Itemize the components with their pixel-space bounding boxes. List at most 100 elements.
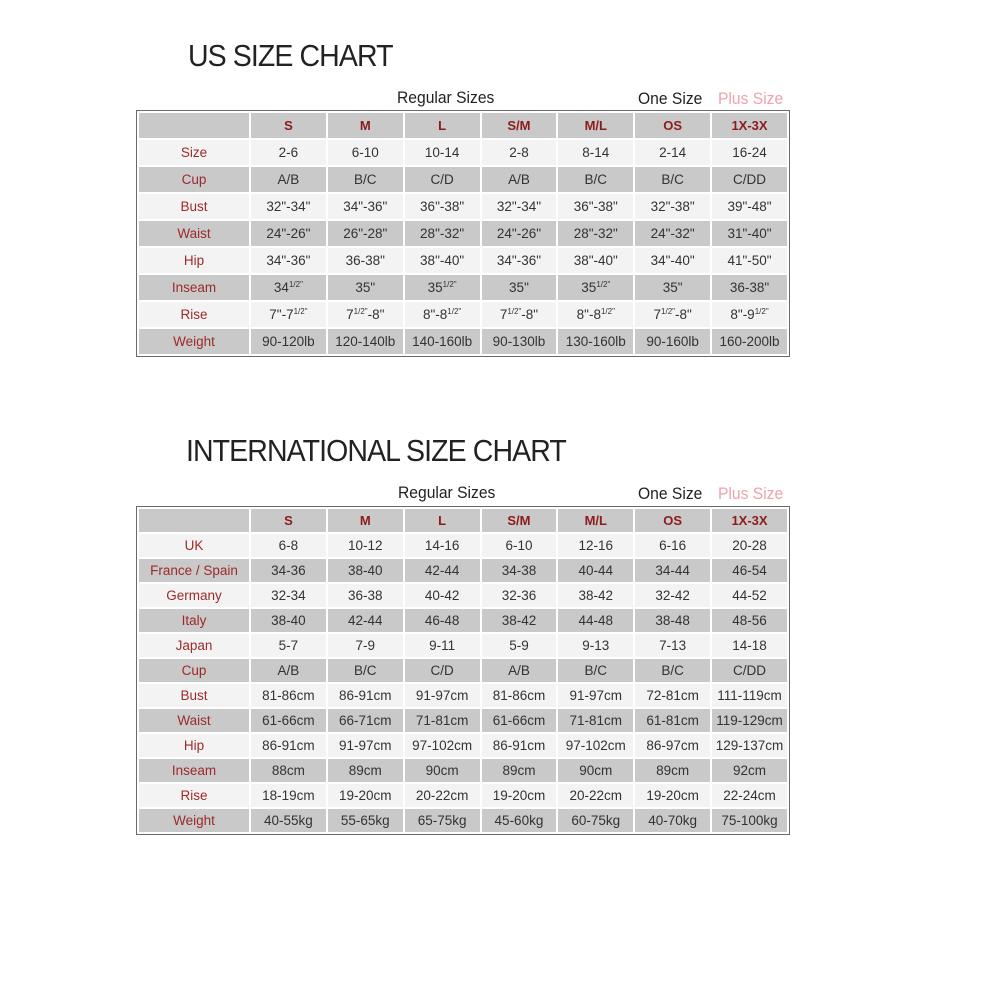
table-cell: B/C <box>327 659 403 682</box>
table-cell: 19-20cm <box>327 784 403 807</box>
table-cell: 341/2" <box>251 275 326 300</box>
row-label: Hip <box>139 248 249 273</box>
table-cell: 10-14 <box>404 140 480 165</box>
table-cell: 48-56 <box>712 609 787 632</box>
column-header: M <box>327 509 403 532</box>
row-label: Germany <box>139 584 249 607</box>
table-cell: 38-40 <box>251 609 326 632</box>
table-cell: 5-9 <box>481 634 557 657</box>
table-cell: 34-38 <box>481 559 557 582</box>
table-cell: A/B <box>481 167 557 192</box>
table-cell: 71/2"-8" <box>635 302 711 327</box>
table-row: Rise 7"-71/2" 71/2"-8" 8"-81/2" 71/2"-8" 8"-8… <box>139 302 787 327</box>
column-header: 1X-3X <box>712 113 787 138</box>
table-cell: 32"-34" <box>251 194 326 219</box>
table-cell: 86-91cm <box>327 684 403 707</box>
table-cell: 65-75kg <box>404 809 480 832</box>
table-cell: 38-42 <box>481 609 557 632</box>
table-cell: 160-200lb <box>712 329 787 354</box>
table-cell: 35" <box>481 275 557 300</box>
table-cell: B/C <box>635 659 711 682</box>
table-cell: 20-22cm <box>558 784 634 807</box>
table-cell: 34"-40" <box>635 248 711 273</box>
table-cell: 351/2" <box>404 275 480 300</box>
table-cell: 42-44 <box>404 559 480 582</box>
table-cell: 92cm <box>712 759 787 782</box>
table-cell: 40-70kg <box>635 809 711 832</box>
table-cell: 6-8 <box>251 534 326 557</box>
table-cell: 119-129cm <box>712 709 787 732</box>
table-cell: 31"-40" <box>712 221 787 246</box>
table-cell: 38-48 <box>635 609 711 632</box>
us-plus-size-label: Plus Size <box>718 89 784 108</box>
row-label: Rise <box>139 784 249 807</box>
column-header: L <box>404 509 480 532</box>
table-cell: 60-75kg <box>558 809 634 832</box>
table-cell: B/C <box>558 659 634 682</box>
table-cell: 86-91cm <box>251 734 326 757</box>
table-cell: 72-81cm <box>635 684 711 707</box>
table-cell: 129-137cm <box>712 734 787 757</box>
table-cell: 32-42 <box>635 584 711 607</box>
table-cell: C/D <box>404 659 480 682</box>
table-row: Inseam 341/2" 35" 351/2" 35" 351/2" 35" 36-38" <box>139 275 787 300</box>
table-cell: B/C <box>327 167 403 192</box>
table-cell: 75-100kg <box>712 809 787 832</box>
table-row: Size 2-6 6-10 10-14 2-8 8-14 2-14 16-24 <box>139 140 787 165</box>
table-cell: 91-97cm <box>327 734 403 757</box>
row-label: Japan <box>139 634 249 657</box>
table-cell: 91-97cm <box>558 684 634 707</box>
table-row: Waist 24"-26" 26"-28" 28"-32" 24"-26" 28"-32"… <box>139 221 787 246</box>
table-cell: 130-160lb <box>558 329 634 354</box>
row-label: Weight <box>139 329 249 354</box>
table-row: Cup A/B B/C C/D A/B B/C B/C C/DD <box>139 167 787 192</box>
table-cell: 8-14 <box>558 140 634 165</box>
table-cell: 32-34 <box>251 584 326 607</box>
table-cell: 9-11 <box>404 634 480 657</box>
row-label: Italy <box>139 609 249 632</box>
table-cell: 38-40 <box>327 559 403 582</box>
table-cell: 44-52 <box>712 584 787 607</box>
table-cell: 36-38 <box>327 584 403 607</box>
row-label: Waist <box>139 221 249 246</box>
table-cell: 9-13 <box>558 634 634 657</box>
column-header: S <box>251 509 326 532</box>
table-cell: 20-22cm <box>404 784 480 807</box>
table-cell: 46-48 <box>404 609 480 632</box>
table-cell: 7"-71/2" <box>251 302 326 327</box>
table-cell: 2-6 <box>251 140 326 165</box>
table-row: UK 6-8 10-12 14-16 6-10 12-16 6-16 20-28 <box>139 534 787 557</box>
table-cell: 71-81cm <box>404 709 480 732</box>
column-header: OS <box>635 113 711 138</box>
header-row: S M L S/M M/L OS 1X-3X <box>139 113 787 138</box>
header-row: S M L S/M M/L OS 1X-3X <box>139 509 787 532</box>
table-cell: 32"-34" <box>481 194 557 219</box>
table-cell: B/C <box>635 167 711 192</box>
table-cell: 32-36 <box>481 584 557 607</box>
table-row: Cup A/B B/C C/D A/B B/C B/C C/DD <box>139 659 787 682</box>
table-cell: 90-130lb <box>481 329 557 354</box>
table-cell: 89cm <box>481 759 557 782</box>
table-cell: 20-28 <box>712 534 787 557</box>
table-row: Rise 18-19cm 19-20cm 20-22cm 19-20cm 20-22cm 1… <box>139 784 787 807</box>
row-label: UK <box>139 534 249 557</box>
table-cell: 24"-26" <box>481 221 557 246</box>
row-label: Cup <box>139 659 249 682</box>
table-cell: 24"-32" <box>635 221 711 246</box>
us-chart-title: US SIZE CHART <box>188 38 394 73</box>
table-cell: 111-119cm <box>712 684 787 707</box>
table-row: Weight 40-55kg 55-65kg 65-75kg 45-60kg 60-75k… <box>139 809 787 832</box>
table-cell: 40-55kg <box>251 809 326 832</box>
column-header: S/M <box>481 509 557 532</box>
table-cell: 35" <box>327 275 403 300</box>
table-row: Bust 81-86cm 86-91cm 91-97cm 81-86cm 91-97cm 7… <box>139 684 787 707</box>
table-cell: 36"-38" <box>558 194 634 219</box>
table-row: Weight 90-120lb 120-140lb 140-160lb 90-130lb… <box>139 329 787 354</box>
table-cell: 88cm <box>251 759 326 782</box>
column-header: S <box>251 113 326 138</box>
table-cell: 36-38" <box>327 248 403 273</box>
column-header: M/L <box>558 113 634 138</box>
table-cell: 34"-36" <box>481 248 557 273</box>
row-label: Bust <box>139 684 249 707</box>
table-cell: 66-71cm <box>327 709 403 732</box>
